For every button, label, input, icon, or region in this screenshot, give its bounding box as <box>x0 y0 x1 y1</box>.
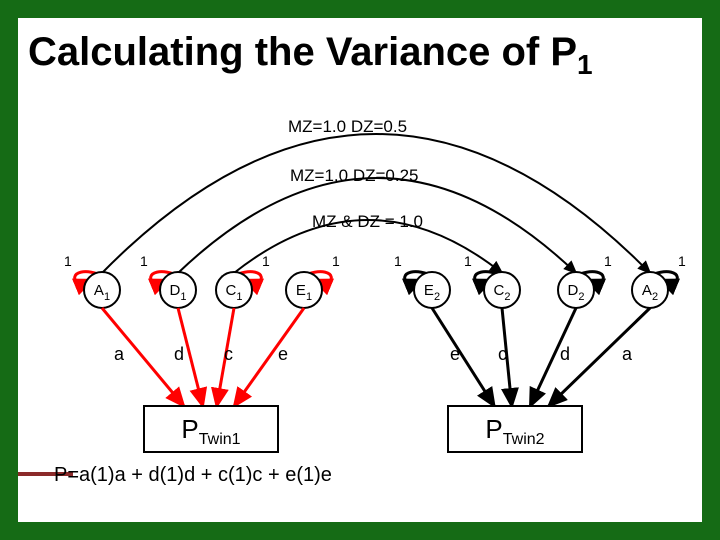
svg-text:a: a <box>622 344 633 364</box>
svg-text:e: e <box>278 344 288 364</box>
svg-text:1: 1 <box>64 253 72 269</box>
svg-text:c: c <box>224 344 233 364</box>
svg-text:1: 1 <box>140 253 148 269</box>
svg-text:1: 1 <box>464 253 472 269</box>
svg-text:1: 1 <box>394 253 402 269</box>
svg-text:d: d <box>560 344 570 364</box>
diagram-svg: 1A11D11C11E11E21C21D21A2adceecdaPTwin1PT… <box>18 18 702 522</box>
svg-text:1: 1 <box>332 253 340 269</box>
svg-text:a: a <box>114 344 125 364</box>
svg-text:1: 1 <box>262 253 270 269</box>
svg-text:1: 1 <box>604 253 612 269</box>
svg-text:d: d <box>174 344 184 364</box>
svg-text:e: e <box>450 344 460 364</box>
svg-text:c: c <box>498 344 507 364</box>
svg-text:1: 1 <box>678 253 686 269</box>
variance-formula: P=a(1)a + d(1)d + c(1)c + e(1)e <box>54 464 332 487</box>
